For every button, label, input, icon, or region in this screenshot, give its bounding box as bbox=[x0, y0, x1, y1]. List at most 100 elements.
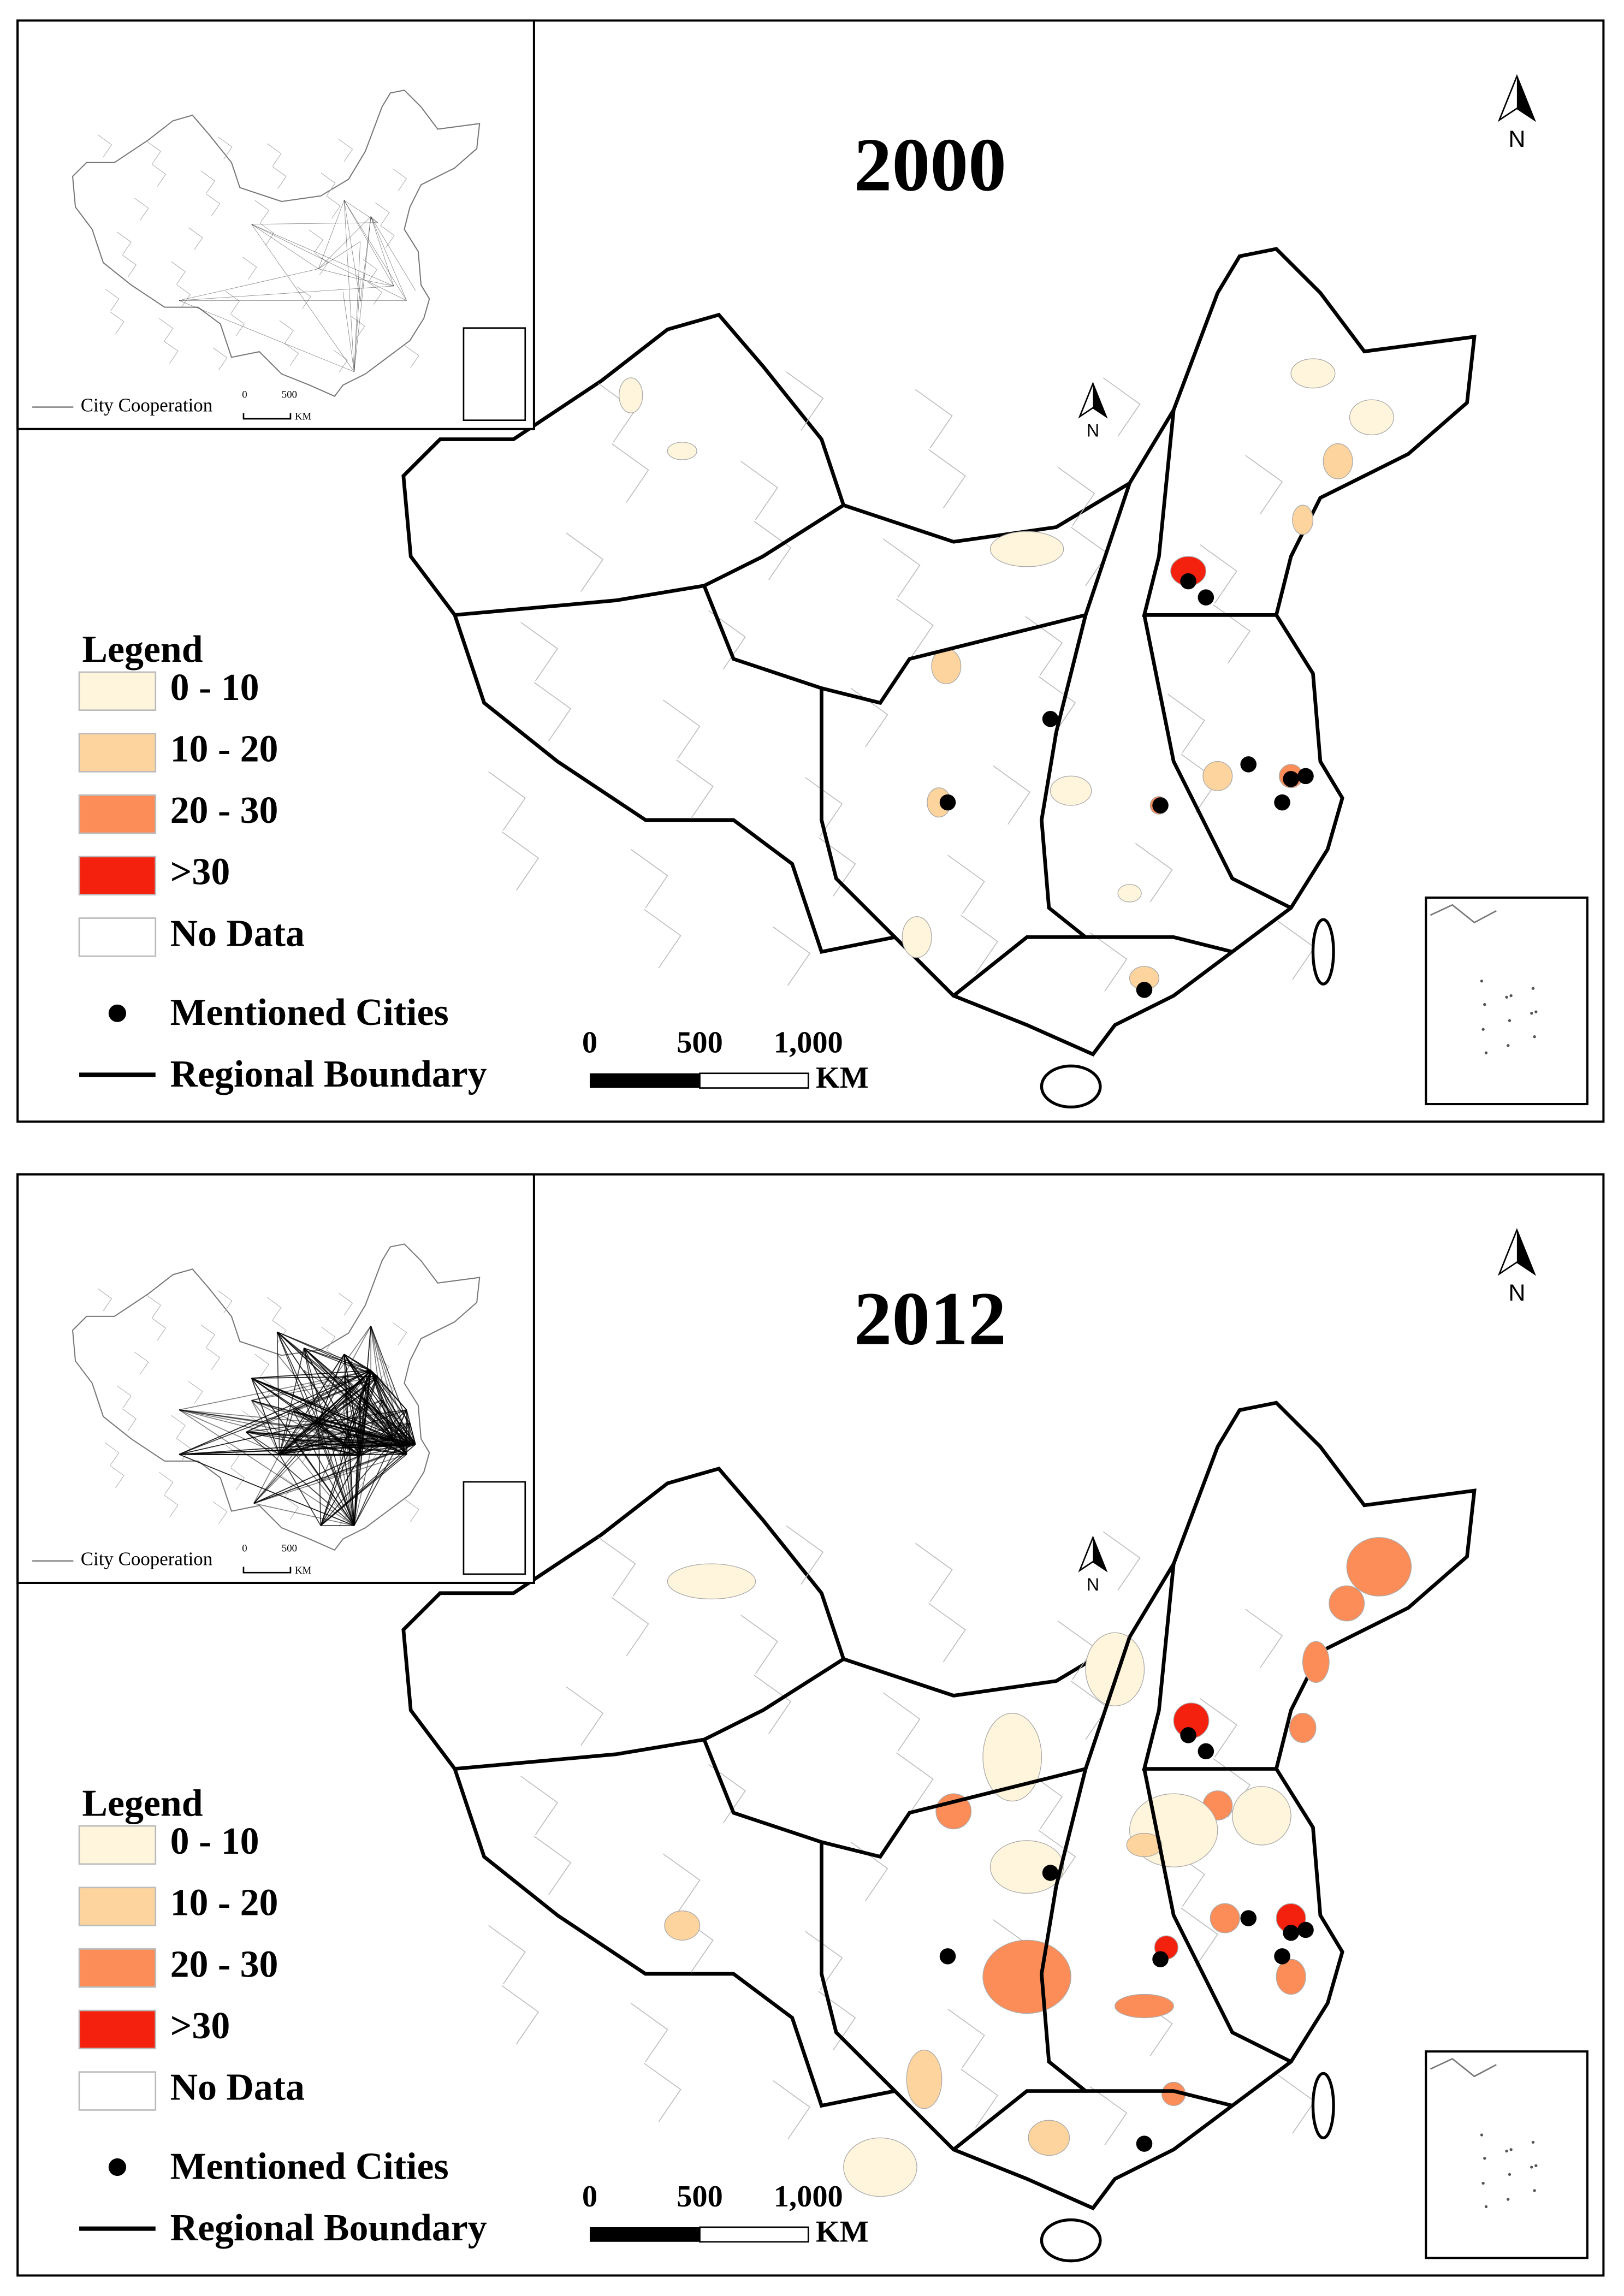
inset-boundary bbox=[218, 137, 233, 159]
cooperation-link bbox=[277, 1331, 378, 1377]
sea-island bbox=[1531, 2140, 1535, 2144]
cooperation-link bbox=[318, 268, 360, 280]
inset-boundary bbox=[405, 1499, 419, 1522]
cooperation-link bbox=[253, 1454, 280, 1504]
inset-boundary bbox=[164, 341, 179, 364]
regional-boundary bbox=[1142, 614, 1292, 910]
inset-scale-bar bbox=[242, 1567, 292, 1574]
city-boundary bbox=[630, 849, 668, 909]
inset-boundary bbox=[200, 1324, 216, 1348]
inset-boundary bbox=[242, 257, 257, 280]
city-boundary bbox=[786, 1525, 824, 1585]
legend-label: Mentioned Cities bbox=[170, 992, 449, 1034]
legend-swatch bbox=[78, 671, 157, 711]
city-boundary bbox=[488, 1925, 526, 1985]
cooperation-link bbox=[360, 1417, 411, 1446]
regional-boundary bbox=[702, 482, 1131, 705]
legend-label: 0 - 10 bbox=[170, 1820, 259, 1862]
choropleth-area bbox=[1346, 1537, 1412, 1597]
city-boundary bbox=[643, 909, 681, 969]
legend-label: 20 - 30 bbox=[170, 1943, 278, 1985]
scale-unit: KM bbox=[816, 2215, 869, 2248]
cooperation-link bbox=[320, 1445, 411, 1526]
inset-legend-label: City Cooperation bbox=[81, 1549, 212, 1570]
inset-boundary bbox=[351, 1469, 365, 1493]
regional-boundary bbox=[1142, 1563, 1277, 1771]
city-boundary bbox=[740, 1615, 778, 1674]
cooperation-link bbox=[359, 1370, 371, 1456]
inset-boundary bbox=[326, 195, 341, 218]
regional-boundary bbox=[820, 688, 897, 939]
cooperation-link bbox=[320, 1370, 371, 1481]
inset-boundary bbox=[171, 1415, 186, 1438]
inset-boundary bbox=[171, 261, 186, 284]
scale-bar-black bbox=[589, 2227, 700, 2242]
city-boundary bbox=[1200, 544, 1237, 604]
inset-map bbox=[72, 90, 481, 397]
scale-label: 0 bbox=[582, 1026, 597, 1060]
cooperation-link bbox=[342, 1401, 416, 1445]
cooperation-link bbox=[276, 1332, 319, 1423]
cooperation-link bbox=[343, 200, 354, 372]
choropleth-area bbox=[1289, 1712, 1317, 1743]
cooperation-link bbox=[360, 1432, 407, 1456]
city-boundary bbox=[915, 389, 953, 449]
cooperation-link bbox=[360, 1444, 416, 1456]
cooperation-link bbox=[318, 200, 345, 269]
inset-scale-unit: KM bbox=[295, 411, 312, 423]
sea-island bbox=[1481, 2181, 1485, 2185]
inset-boundary bbox=[97, 1288, 112, 1311]
cooperation-link bbox=[320, 1455, 361, 1482]
city-boundary bbox=[676, 760, 714, 819]
choropleth-area bbox=[619, 377, 643, 413]
city-boundary bbox=[611, 443, 649, 503]
choropleth-area bbox=[1117, 884, 1142, 903]
city-boundary bbox=[1057, 466, 1095, 526]
cooperation-link bbox=[253, 1503, 354, 1526]
legend-swatch bbox=[78, 2009, 157, 2050]
choropleth-area bbox=[1329, 1585, 1365, 1622]
choropleth-area bbox=[664, 1911, 701, 1941]
inset-boundary bbox=[151, 1318, 167, 1341]
choropleth-area bbox=[906, 2049, 943, 2109]
cooperation-link bbox=[343, 200, 394, 287]
sea-island bbox=[1481, 1028, 1485, 1031]
inset-boundary bbox=[134, 1351, 149, 1375]
city-boundary bbox=[534, 1836, 572, 1895]
panel-frame bbox=[16, 1173, 1605, 2277]
legend-label: 10 - 20 bbox=[170, 1882, 278, 1924]
inset-boundary bbox=[351, 316, 365, 339]
taiwan bbox=[1311, 2072, 1335, 2140]
inset-boundary bbox=[266, 1297, 282, 1320]
cooperation-link bbox=[370, 1325, 416, 1445]
mentioned-city bbox=[1180, 1727, 1196, 1743]
cooperation-link bbox=[179, 1409, 319, 1423]
sea-inset-coast bbox=[1430, 904, 1497, 924]
cooperation-link bbox=[343, 1376, 361, 1456]
inset-boundary bbox=[117, 232, 132, 255]
city-boundary bbox=[882, 1692, 921, 1752]
cooperation-link bbox=[342, 292, 354, 372]
city-boundary bbox=[1181, 1907, 1218, 1967]
city-boundary bbox=[708, 1764, 746, 1824]
mentioned-city bbox=[1136, 982, 1153, 998]
legend-label: No Data bbox=[170, 912, 305, 954]
inset-scale-label: 0 bbox=[242, 1543, 247, 1555]
sea-island bbox=[1508, 1019, 1512, 1022]
sea-inset-frame bbox=[1425, 2050, 1589, 2259]
inset-boundary bbox=[392, 168, 407, 191]
cooperation-link bbox=[179, 1409, 280, 1455]
cooperation-link bbox=[318, 1399, 382, 1423]
choropleth-area bbox=[667, 442, 697, 460]
scale-bar-white bbox=[699, 2226, 809, 2243]
inset-boundary bbox=[375, 202, 390, 226]
choropleth-area bbox=[843, 2137, 917, 2197]
north-label: N bbox=[1508, 126, 1525, 152]
choropleth-area bbox=[1232, 1786, 1291, 1846]
city-boundary bbox=[896, 1752, 934, 1812]
city-boundary bbox=[630, 2002, 668, 2062]
cooperation-link bbox=[370, 1325, 411, 1446]
city-boundary bbox=[662, 699, 701, 759]
cooperation-link bbox=[179, 1409, 354, 1526]
